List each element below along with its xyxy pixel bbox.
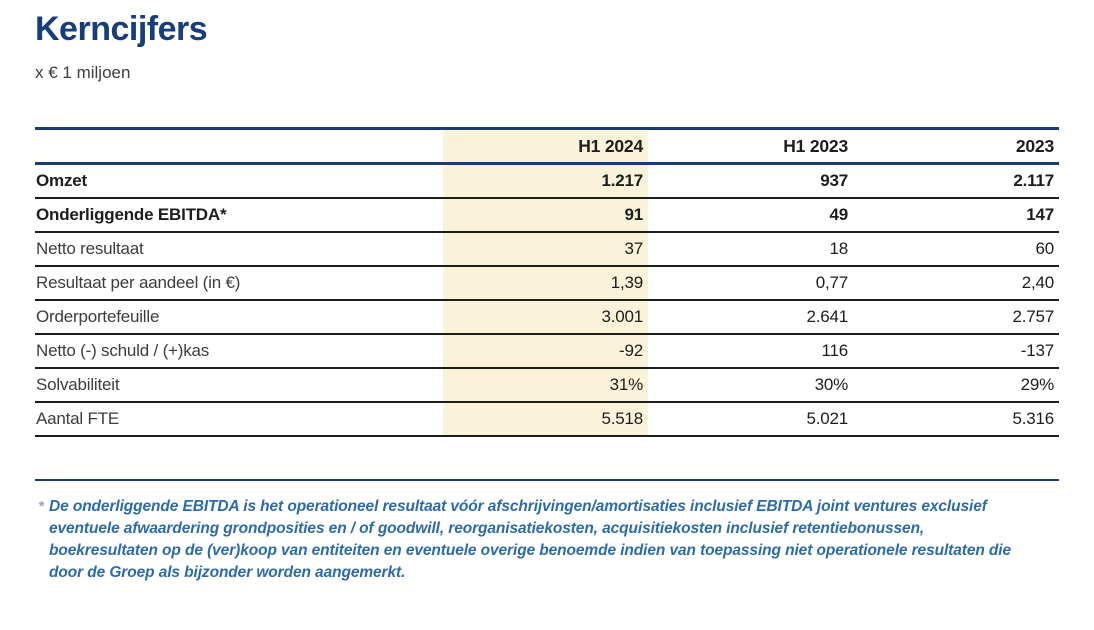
cell-2023: 147 [853, 197, 1059, 233]
page-subtitle: x € 1 miljoen [35, 63, 131, 82]
header-h1-2023: H1 2023 [648, 128, 853, 165]
row-label: Aantal FTE [35, 401, 443, 437]
cell-h1-2024: 37 [443, 231, 648, 267]
table-row-resultaat-per-aandeel: Resultaat per aandeel (in €) 1,39 0,77 2… [35, 265, 1059, 301]
table-row-netto-schuld-kas: Netto (-) schuld / (+)kas -92 116 -137 [35, 333, 1059, 369]
table-header-row: H1 2024 H1 2023 2023 [35, 128, 1059, 165]
page-title: Kerncijfers [35, 10, 208, 48]
cell-h1-2023: 5.021 [648, 401, 853, 437]
row-label: Netto resultaat [35, 231, 443, 267]
table-row-netto-resultaat: Netto resultaat 37 18 60 [35, 231, 1059, 267]
cell-h1-2023: 18 [648, 231, 853, 267]
row-label: Resultaat per aandeel (in €) [35, 265, 443, 301]
cell-h1-2024: 1.217 [443, 163, 648, 199]
cell-h1-2023: 116 [648, 333, 853, 369]
cell-h1-2024: 31% [443, 367, 648, 403]
cell-h1-2023: 2.641 [648, 299, 853, 335]
cell-2023: -137 [853, 333, 1059, 369]
header-empty-cell [35, 128, 443, 165]
cell-h1-2024: 3.001 [443, 299, 648, 335]
cell-2023: 29% [853, 367, 1059, 403]
cell-h1-2024: 91 [443, 197, 648, 233]
footnote-text: De onderliggende EBITDA is het operation… [49, 497, 1012, 581]
key-figures-table: H1 2024 H1 2023 2023 Omzet 1.217 937 2.1… [35, 127, 1059, 437]
cell-2023: 5.316 [853, 401, 1059, 437]
cell-2023: 2.117 [853, 163, 1059, 199]
cell-h1-2024: 1,39 [443, 265, 648, 301]
table-row-aantal-fte: Aantal FTE 5.518 5.021 5.316 [35, 401, 1059, 437]
row-label: Orderportefeuille [35, 299, 443, 335]
cell-h1-2024: 5.518 [443, 401, 648, 437]
table-row-orderportefeuille: Orderportefeuille 3.001 2.641 2.757 [35, 299, 1059, 335]
row-label: Omzet [35, 163, 443, 199]
footnote-divider [35, 478, 1059, 481]
cell-2023: 2.757 [853, 299, 1059, 335]
cell-h1-2023: 49 [648, 197, 853, 233]
header-h1-2024: H1 2024 [443, 128, 648, 165]
header-2023: 2023 [853, 128, 1059, 165]
cell-h1-2023: 30% [648, 367, 853, 403]
table-row-ebitda: Onderliggende EBITDA* 91 49 147 [35, 197, 1059, 233]
cell-h1-2023: 937 [648, 163, 853, 199]
footnote: * De onderliggende EBITDA is het operati… [35, 496, 1045, 584]
footnote-asterisk: * [38, 497, 44, 515]
table-row-omzet: Omzet 1.217 937 2.117 [35, 163, 1059, 199]
table-row-solvabiliteit: Solvabiliteit 31% 30% 29% [35, 367, 1059, 403]
row-label: Solvabiliteit [35, 367, 443, 403]
cell-h1-2023: 0,77 [648, 265, 853, 301]
row-label: Netto (-) schuld / (+)kas [35, 333, 443, 369]
cell-h1-2024: -92 [443, 333, 648, 369]
row-label: Onderliggende EBITDA* [35, 197, 443, 233]
cell-2023: 60 [853, 231, 1059, 267]
cell-2023: 2,40 [853, 265, 1059, 301]
